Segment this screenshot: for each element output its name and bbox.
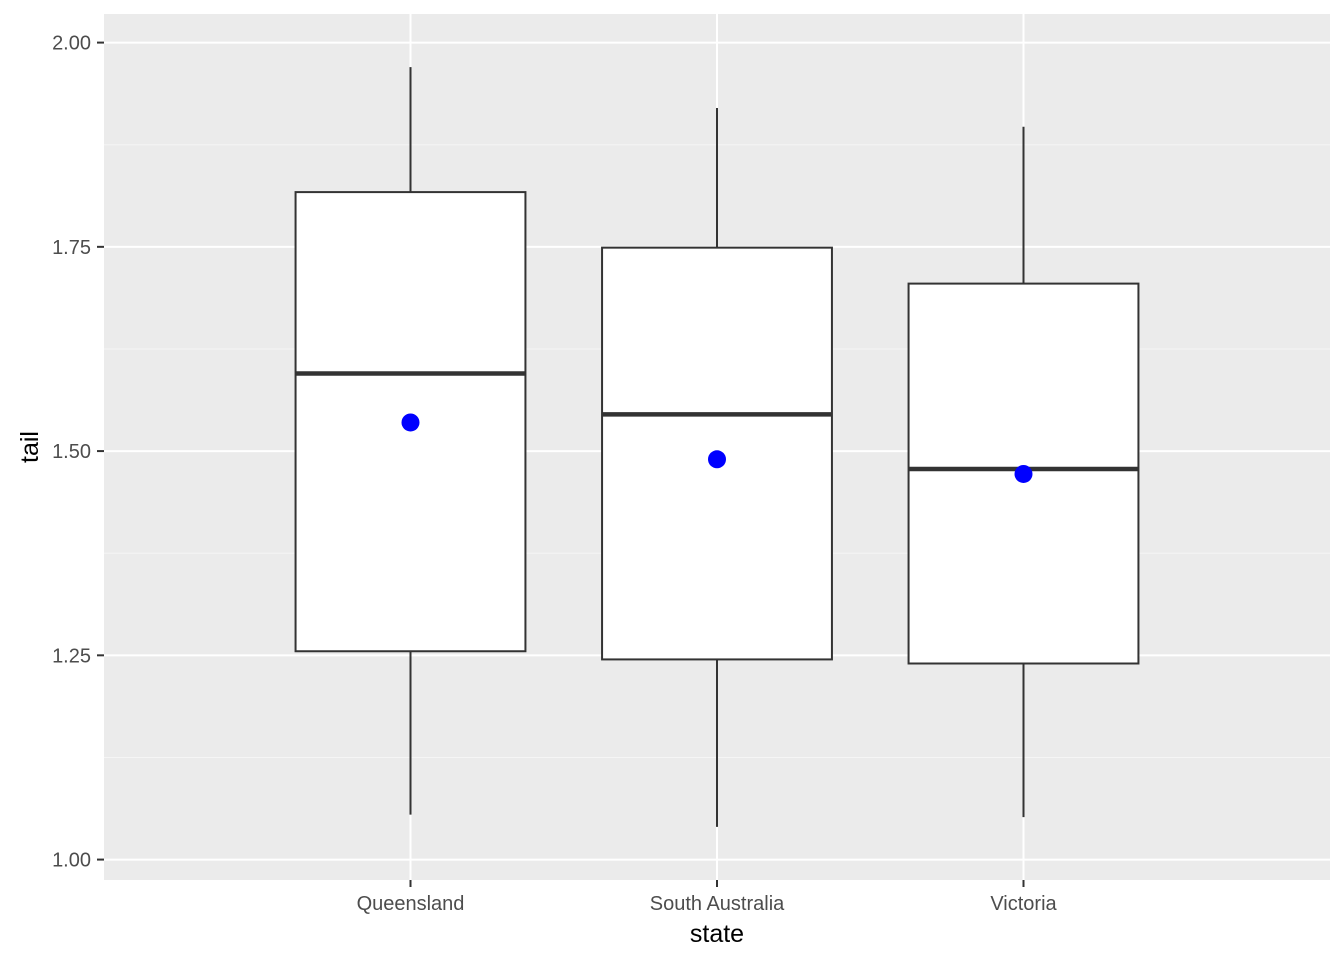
y-tick-label: 1.25 xyxy=(52,645,91,667)
y-axis-title: tail xyxy=(16,431,44,463)
mean-point xyxy=(708,450,726,469)
x-tick-label: Queensland xyxy=(357,893,465,915)
y-tick-label: 1.00 xyxy=(52,850,91,872)
x-axis: Queensland South Australia Victoria xyxy=(357,880,1058,915)
x-tick-label: Victoria xyxy=(990,893,1057,915)
y-tick-label: 1.50 xyxy=(52,441,91,463)
mean-point xyxy=(401,413,420,432)
x-tick-label: South Australia xyxy=(650,893,785,915)
y-tick-label: 2.00 xyxy=(52,33,91,55)
y-axis: 1.00 1.25 1.50 1.75 2.00 xyxy=(52,33,104,872)
x-axis-title: state xyxy=(690,920,744,948)
y-tick-label: 1.75 xyxy=(52,237,91,259)
box-south-australia xyxy=(601,107,833,827)
box-queensland xyxy=(294,67,527,815)
box-group xyxy=(294,67,1140,827)
mean-point xyxy=(1014,464,1033,483)
box-victoria xyxy=(907,126,1140,818)
